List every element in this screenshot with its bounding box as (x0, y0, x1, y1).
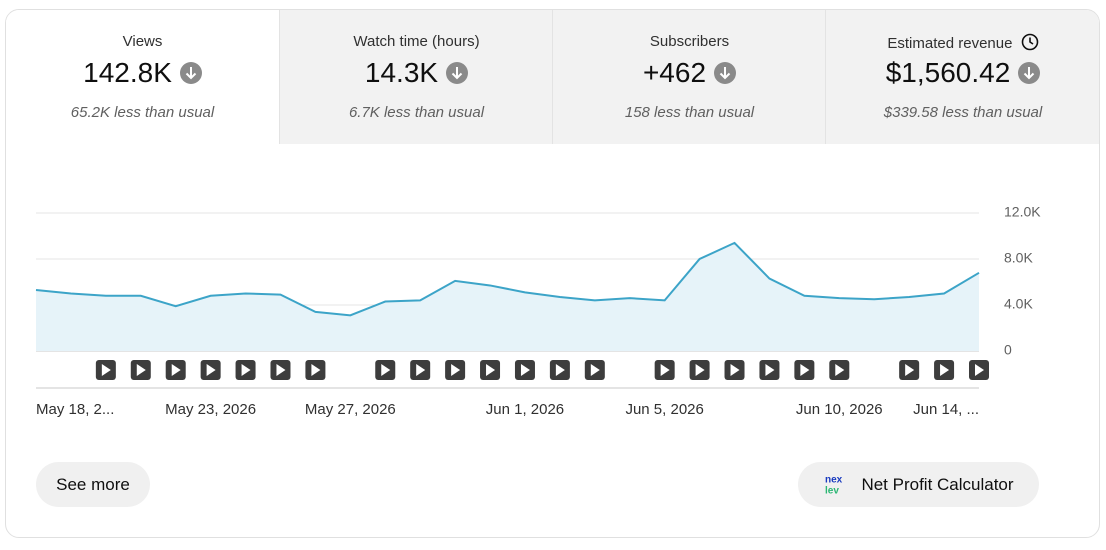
video-marker-play (381, 364, 391, 376)
video-marker (514, 360, 535, 380)
video-marker (165, 360, 186, 380)
video-marker (95, 360, 116, 380)
video-marker (549, 360, 570, 380)
video-marker (375, 360, 396, 380)
svg-text:lev: lev (825, 485, 839, 496)
metric-tab[interactable]: Estimated revenue $1,560.42 $339.58 less… (825, 10, 1099, 144)
video-marker-play (730, 364, 740, 376)
down-icon (714, 62, 737, 84)
video-marker (200, 360, 221, 380)
video-marker (270, 360, 291, 380)
video-marker (130, 360, 151, 380)
video-marker-play (486, 364, 496, 376)
down-icon (179, 62, 202, 84)
metric-title: Views (122, 33, 163, 50)
video-marker (794, 360, 815, 380)
video-marker (899, 360, 920, 380)
video-marker-play (101, 364, 111, 376)
video-marker-play (905, 364, 915, 376)
video-marker (480, 360, 501, 380)
video-marker (759, 360, 780, 380)
video-marker-play (555, 364, 565, 376)
x-tick-label: Jun 1, 2026 (486, 401, 564, 418)
y-tick-label: 4.0K (1004, 296, 1033, 312)
video-marker-play (940, 364, 950, 376)
metric-title: Estimated revenue (887, 35, 1013, 52)
svg-text:nex: nex (825, 474, 843, 485)
metric-title: Watch time (hours) (353, 33, 480, 50)
video-marker-play (416, 364, 426, 376)
down-icon (1018, 62, 1041, 84)
y-tick-label: 8.0K (1004, 250, 1033, 266)
x-tick-label: Jun 10, 2026 (796, 401, 883, 418)
area (36, 242, 979, 351)
x-tick-label: Jun 14, ... (913, 401, 979, 418)
video-marker (724, 360, 745, 380)
video-marker-play (241, 364, 251, 376)
video-marker (584, 360, 605, 380)
see-more-button[interactable]: See more (36, 462, 150, 507)
metric-value-row: 14.3K (280, 57, 553, 89)
video-marker (410, 360, 431, 380)
button-label: Net Profit Calculator (861, 474, 1014, 494)
analytics-card: Views 142.8K 65.2K less than usual Watch… (5, 9, 1100, 538)
metric-value: 14.3K (364, 57, 439, 88)
video-marker-play (451, 364, 461, 376)
metric-delta: 6.7K less than usual (348, 104, 485, 121)
metric-value: +462 (642, 57, 707, 88)
metric-delta: $339.58 less than usual (883, 104, 1043, 121)
video-marker-play (695, 364, 705, 376)
video-marker-play (520, 364, 530, 376)
video-marker (934, 360, 955, 380)
video-marker-play (800, 364, 810, 376)
video-marker (654, 360, 675, 380)
x-tick-label: May 23, 2026 (165, 401, 256, 418)
down-icon (446, 62, 469, 84)
clock-icon (1021, 33, 1038, 51)
metric-value: $1,560.42 (885, 57, 1011, 88)
y-tick-label: 0 (1004, 342, 1012, 358)
video-marker-play (590, 364, 600, 376)
video-marker-play (276, 364, 286, 376)
video-marker (689, 360, 710, 380)
y-tick-label: 12.0K (1004, 204, 1041, 220)
button-label: See more (56, 474, 130, 494)
video-marker (445, 360, 466, 380)
x-tick-label: May 18, 2... (36, 401, 114, 418)
x-tick-label: Jun 5, 2026 (625, 401, 703, 418)
video-marker-play (835, 364, 845, 376)
metric-title-row: Estimated revenue (826, 33, 1099, 52)
video-marker (969, 360, 989, 380)
video-marker-play (206, 364, 216, 376)
metric-tab[interactable]: Watch time (hours) 14.3K 6.7K less than … (279, 10, 553, 144)
metric-value-row: $1,560.42 (826, 57, 1099, 89)
video-marker-play (171, 364, 181, 376)
video-marker (829, 360, 850, 380)
video-marker-play (975, 364, 984, 376)
line (35, 241, 980, 317)
metric-tab[interactable]: Views 142.8K 65.2K less than usual (6, 10, 279, 144)
metric-value-row: 142.8K (6, 57, 279, 89)
metric-delta: 158 less than usual (624, 104, 755, 121)
video-marker (235, 360, 256, 380)
metric-tab[interactable]: Subscribers +462 158 less than usual (552, 10, 826, 144)
video-marker-play (311, 364, 321, 376)
metric-delta: 65.2K less than usual (70, 104, 215, 121)
calculator-button[interactable]: nex lev Net Profit Calculator (798, 462, 1039, 507)
metric-value-row: +462 (553, 57, 826, 89)
metric-title: Subscribers (649, 33, 730, 50)
video-marker (305, 360, 326, 380)
video-marker-play (136, 364, 146, 376)
video-marker-play (765, 364, 775, 376)
video-marker-play (660, 364, 670, 376)
metric-value: 142.8K (83, 57, 172, 88)
x-tick-label: May 27, 2026 (305, 401, 396, 418)
